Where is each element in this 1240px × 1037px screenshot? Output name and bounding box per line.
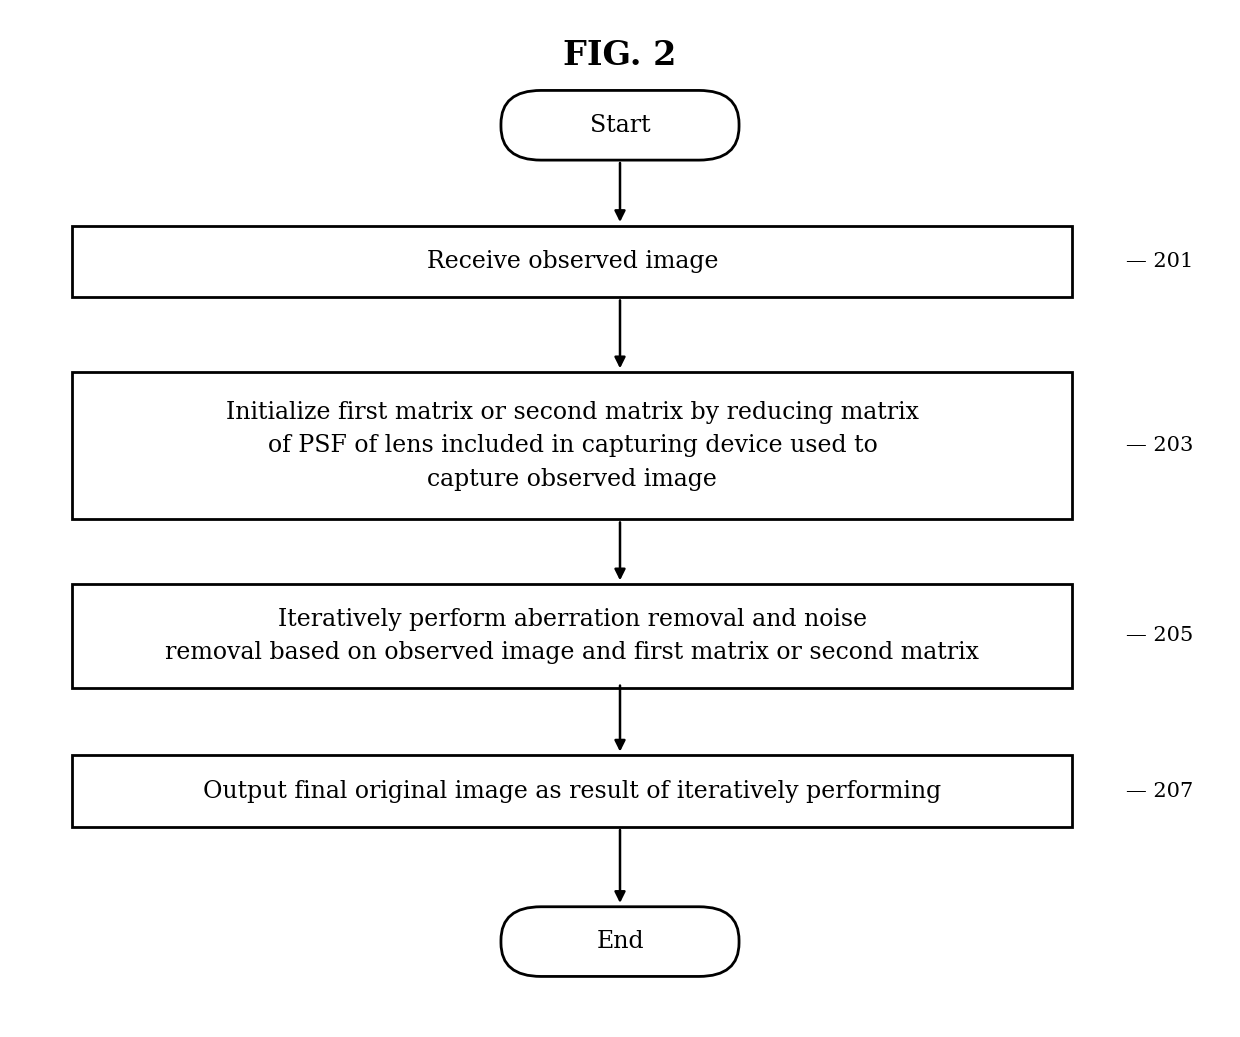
FancyBboxPatch shape (501, 906, 739, 977)
Text: End: End (596, 930, 644, 953)
Text: Output final original image as result of iteratively performing: Output final original image as result of… (203, 780, 941, 803)
FancyBboxPatch shape (72, 755, 1073, 828)
FancyBboxPatch shape (72, 226, 1073, 298)
Text: Receive observed image: Receive observed image (427, 250, 718, 273)
Text: — 201: — 201 (1126, 252, 1193, 271)
FancyBboxPatch shape (72, 372, 1073, 520)
FancyBboxPatch shape (72, 584, 1073, 689)
Text: Start: Start (590, 114, 650, 137)
Text: — 205: — 205 (1126, 626, 1193, 645)
Text: FIG. 2: FIG. 2 (563, 39, 677, 73)
FancyBboxPatch shape (501, 90, 739, 160)
Text: Initialize first matrix or second matrix by reducing matrix
of PSF of lens inclu: Initialize first matrix or second matrix… (226, 400, 919, 492)
Text: Iteratively perform aberration removal and noise
removal based on observed image: Iteratively perform aberration removal a… (165, 608, 980, 665)
Text: — 207: — 207 (1126, 782, 1193, 801)
Text: — 203: — 203 (1126, 437, 1193, 455)
